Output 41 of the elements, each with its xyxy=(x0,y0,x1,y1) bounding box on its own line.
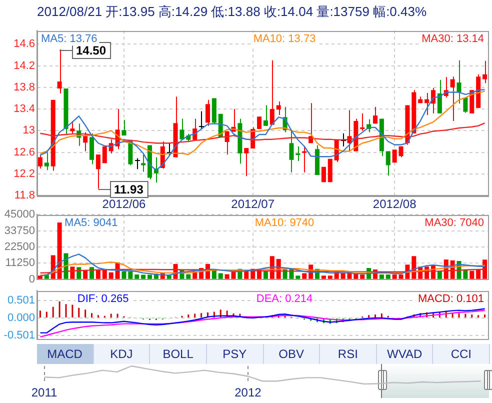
text: MACD xyxy=(37,344,94,364)
text: CCI xyxy=(433,344,490,364)
text: KDJ xyxy=(94,344,150,364)
x-tick-label: 2012 xyxy=(234,386,262,400)
text: WVAD xyxy=(376,344,434,364)
x-tick-label: 2012/07 xyxy=(231,197,275,212)
y-tick-label: 45000 xyxy=(4,208,35,221)
y-tick-label: 11250 xyxy=(5,257,35,270)
y-tick-label: -0.501 xyxy=(4,329,35,342)
y-tick-label: 12.2 xyxy=(14,168,35,180)
y-tick-label: 0 xyxy=(28,273,35,286)
y-tick-label: 33750 xyxy=(4,224,35,237)
y-tick-label: 14.2 xyxy=(14,60,35,72)
y-tick-label: 0.000 xyxy=(7,312,35,324)
text: MA10: 9740 xyxy=(254,217,314,230)
y-tick-label: 14.6 xyxy=(14,38,35,50)
series-label: DIF: 0.265 xyxy=(77,293,129,306)
text: RSI xyxy=(320,344,377,364)
x-tick-label: 2012/06 xyxy=(102,197,146,212)
y-tick-label: 13 xyxy=(22,124,35,137)
y-tick-label: 13.4 xyxy=(14,103,35,116)
text: MA5: 13.76 xyxy=(41,33,98,46)
y-tick-label: 13.8 xyxy=(14,81,35,94)
x-tick-label: 2011 xyxy=(31,386,58,400)
text: PSY xyxy=(206,344,264,364)
series-label: DEA: 0.214 xyxy=(256,293,313,306)
text: MA10: 13.73 xyxy=(253,33,316,46)
text: MA30: 7040 xyxy=(424,217,484,230)
text: MA5: 9041 xyxy=(64,217,118,230)
y-tick-label: 22500 xyxy=(4,241,35,254)
x-tick-label: 2012/08 xyxy=(372,197,417,212)
text: OBV xyxy=(264,344,320,364)
series-label: MACD: 0.101 xyxy=(418,293,484,306)
text: MA30: 13.14 xyxy=(422,33,484,46)
annotation: 14.50 xyxy=(76,43,106,58)
text: BOLL xyxy=(150,344,207,364)
annotation: 11.93 xyxy=(114,182,144,196)
y-tick-label: 0.501 xyxy=(7,294,35,307)
chart-title: 2012/08/21 开:13.95 高:14.29 低:13.88 收:14.04 量:13759 幅:0.43% xyxy=(37,3,427,21)
y-tick-label: 11.8 xyxy=(14,190,35,202)
y-tick-label: 12.6 xyxy=(14,146,35,158)
